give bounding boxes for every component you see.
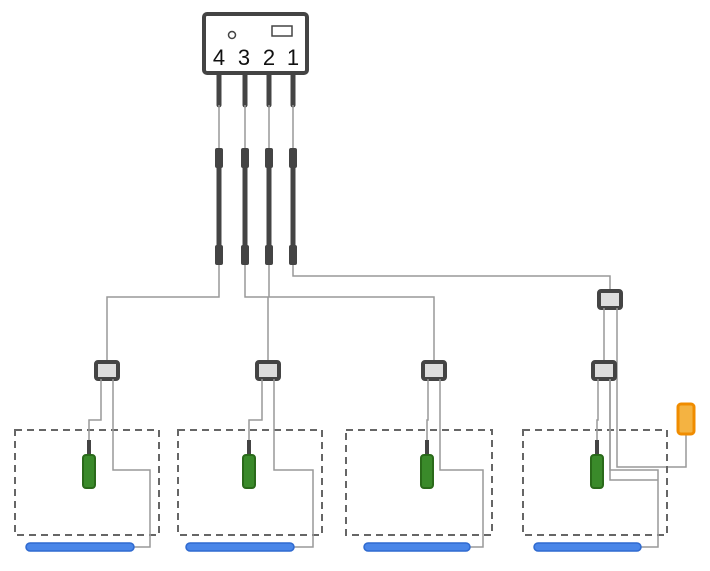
device [242,454,256,489]
port-label: 2 [263,45,275,70]
splitter [597,289,623,310]
power-adapter [676,402,696,436]
device-stem [87,440,91,456]
device [82,454,96,489]
device-area [345,429,493,536]
device-area [522,429,668,536]
device [590,454,604,489]
light-strip [25,542,135,552]
wire [439,379,484,548]
splitter [591,360,617,381]
connector [215,148,223,168]
wire [609,379,658,481]
wire [106,265,220,360]
wire [244,265,269,360]
wire [273,379,314,548]
wire [616,308,687,468]
connector [289,148,297,168]
splitter [94,360,120,381]
light-strip [363,542,471,552]
connector [215,245,223,265]
device-stem [425,440,429,456]
splitter [421,360,447,381]
light-strip [533,542,642,552]
wire [268,265,435,360]
device-stem [247,440,251,456]
wire [112,379,151,548]
light-strip [185,542,295,552]
port-label: 3 [238,45,250,70]
wire [426,379,429,455]
wire [88,379,102,455]
hub [202,12,309,75]
connector [241,148,249,168]
device-stem [595,440,599,456]
port-label: 1 [287,45,299,70]
hub-led [227,30,237,40]
connector [265,148,273,168]
port-label: 4 [213,45,225,70]
device [420,454,434,489]
connector [265,245,273,265]
splitter [255,360,281,381]
wire [248,379,263,455]
device-area [14,429,160,536]
connector [241,245,249,265]
connector [289,245,297,265]
wire [292,265,611,290]
hub-port [271,25,293,37]
device-area [177,429,323,536]
wire [596,379,599,455]
